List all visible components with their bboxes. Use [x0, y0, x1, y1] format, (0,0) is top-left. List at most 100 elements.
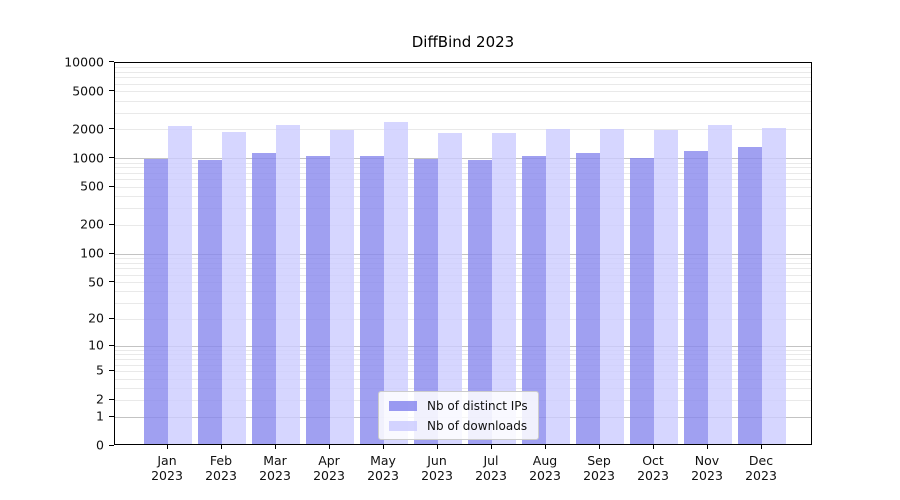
bar-downloads-dec	[762, 128, 786, 444]
y-tick-label: 100	[80, 245, 104, 261]
y-tick-label: 500	[80, 178, 104, 194]
bar-downloads-oct	[654, 130, 678, 444]
gridline-minor	[115, 91, 811, 93]
gridline-minor	[115, 112, 811, 114]
y-tick-mark	[109, 157, 114, 159]
x-tick-label: May 2023	[367, 453, 399, 483]
y-tick-label: 2	[96, 391, 104, 407]
gridline-minor	[115, 129, 811, 131]
y-tick-label: 0	[96, 437, 104, 453]
gridline-minor	[115, 186, 811, 188]
gridline-minor	[115, 196, 811, 198]
gridline-minor	[115, 71, 811, 73]
bar-ips-jan	[144, 158, 168, 444]
y-tick-mark	[109, 415, 114, 417]
bar-ips-nov	[684, 151, 708, 444]
gridline-minor	[115, 208, 811, 210]
x-tick-mark	[707, 445, 708, 449]
y-tick-mark	[109, 128, 114, 130]
legend-label-distinct-ips: Nb of distinct IPs	[427, 398, 528, 413]
x-tick-mark	[761, 445, 762, 449]
gridline-minor	[115, 77, 811, 79]
gridline-minor	[115, 262, 811, 264]
bar-ips-apr	[306, 156, 330, 444]
bar-ips-feb	[198, 159, 222, 444]
gridline-minor	[115, 173, 811, 175]
y-tick-mark	[109, 344, 114, 346]
y-tick-mark	[109, 223, 114, 225]
gridline-minor	[115, 359, 811, 361]
bar-downloads-aug	[546, 128, 570, 444]
bar-downloads-apr	[330, 129, 354, 444]
x-tick-label: Sep 2023	[583, 453, 615, 483]
x-tick-mark	[383, 445, 384, 449]
gridline-minor	[115, 378, 811, 380]
gridline-minor	[115, 364, 811, 366]
y-tick-label: 10000	[64, 54, 104, 70]
plot-area	[114, 62, 812, 445]
legend-item-distinct-ips: Nb of distinct IPs	[389, 397, 528, 414]
bar-downloads-mar	[276, 124, 300, 444]
x-tick-mark	[329, 445, 330, 449]
gridline-minor	[115, 179, 811, 181]
gridline-minor	[115, 318, 811, 320]
y-tick-mark	[109, 61, 114, 63]
y-tick-label: 10	[88, 337, 104, 353]
y-tick-label: 1	[96, 408, 104, 424]
gridline-minor	[115, 302, 811, 304]
gridline-minor	[115, 100, 811, 102]
x-tick-mark	[275, 445, 276, 449]
bar-ips-mar	[252, 152, 276, 444]
x-tick-mark	[599, 445, 600, 449]
gridline-major	[115, 345, 811, 347]
y-tick-mark	[109, 398, 114, 400]
x-tick-label: Mar 2023	[259, 453, 291, 483]
gridline-minor	[115, 66, 811, 68]
y-tick-label: 5000	[72, 83, 104, 99]
gridline-minor	[115, 83, 811, 85]
legend-swatch-downloads	[389, 420, 417, 431]
gridline-minor	[115, 268, 811, 270]
y-tick-label: 50	[88, 274, 104, 289]
bar-ips-oct	[630, 157, 654, 444]
x-tick-label: Apr 2023	[313, 453, 345, 483]
gridline-minor	[115, 387, 811, 389]
x-tick-mark	[545, 445, 546, 449]
bar-downloads-nov	[708, 125, 732, 444]
y-tick-mark	[109, 369, 114, 371]
bar-downloads-may	[384, 121, 408, 444]
gridline-minor	[115, 291, 811, 293]
y-tick-label: 2000	[72, 121, 104, 137]
x-tick-label: Jul 2023	[475, 453, 507, 483]
y-tick-mark	[109, 317, 114, 319]
gridline-minor	[115, 370, 811, 372]
x-tick-mark	[491, 445, 492, 449]
gridline-minor	[115, 354, 811, 356]
gridline-minor	[115, 274, 811, 276]
bar-downloads-sep	[600, 129, 624, 444]
y-tick-mark	[109, 444, 114, 446]
y-tick-label: 5	[96, 362, 104, 378]
y-tick-label: 1000	[72, 150, 104, 166]
gridline-major	[115, 158, 811, 160]
bar-ips-sep	[576, 153, 600, 444]
gridline-minor	[115, 167, 811, 169]
legend-label-downloads: Nb of downloads	[427, 418, 528, 433]
x-tick-label: Aug 2023	[529, 453, 561, 483]
x-tick-label: Feb 2023	[205, 453, 237, 483]
y-tick-mark	[109, 90, 114, 92]
x-tick-label: Nov 2023	[691, 453, 723, 483]
x-tick-label: Jun 2023	[421, 453, 453, 483]
bar-downloads-jan	[168, 126, 192, 444]
y-tick-mark	[109, 252, 114, 254]
x-tick-label: Dec 2023	[745, 453, 777, 483]
y-tick-mark	[109, 281, 114, 282]
legend-swatch-distinct-ips	[389, 400, 417, 411]
x-tick-mark	[167, 445, 168, 449]
bar-ips-dec	[738, 146, 762, 444]
y-tick-label: 20	[88, 310, 104, 326]
x-tick-mark	[653, 445, 654, 449]
y-tick-mark	[109, 185, 114, 187]
x-tick-label: Jan 2023	[151, 453, 183, 483]
x-tick-label: Oct 2023	[637, 453, 669, 483]
